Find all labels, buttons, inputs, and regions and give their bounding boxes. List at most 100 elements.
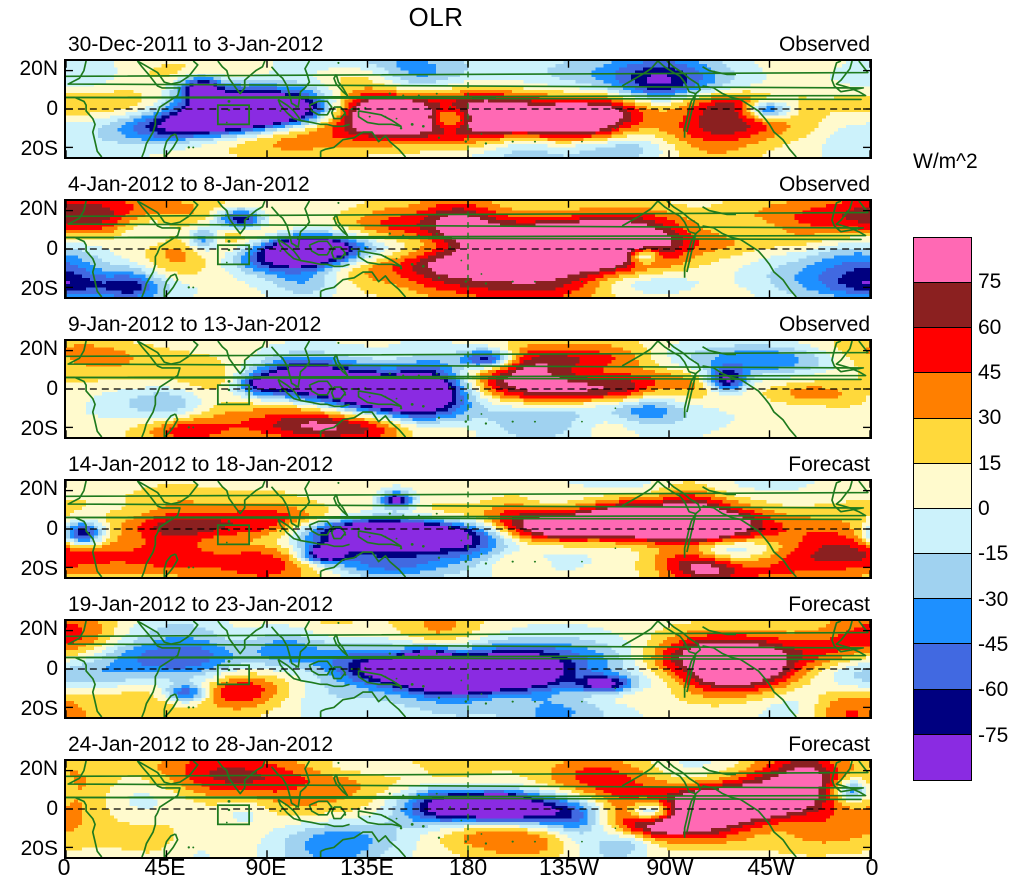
x-tick-label: 90E [246,854,287,881]
panel-kind-label: Forecast [788,733,870,757]
panel-header: 19-Jan-2012 to 23-Jan-2012 Forecast [64,593,872,619]
panel-ticks [66,201,870,297]
coastlines [66,61,869,157]
y-tick-label: 20N [19,757,58,781]
panel-ticks [66,61,870,157]
panel-plot-area [64,619,872,719]
y-tick-label: 0 [46,657,58,681]
panel-ticks [66,341,870,437]
x-tick-label: 90W [646,854,693,881]
reference-box [216,244,251,266]
olr-anomaly-field [66,341,870,437]
panel-plot-area [64,479,872,579]
reference-box [216,384,251,406]
panel-plot-area [64,339,872,439]
colorbar-band[interactable] [914,328,971,374]
panel-plot-area [64,759,872,859]
colorbar-tick-label: -45 [978,633,1008,657]
colorbar-tick-label: -30 [978,588,1008,612]
panel-plot-area [64,199,872,299]
panel-kind-label: Forecast [788,593,870,617]
colorbar-tick-label: 45 [978,361,1001,385]
y-tick-label: 20N [19,617,58,641]
colorbar-band[interactable] [914,554,971,600]
panel-date-range: 19-Jan-2012 to 23-Jan-2012 [68,593,333,617]
panel-date-range: 14-Jan-2012 to 18-Jan-2012 [68,453,333,477]
panel-kind-label: Observed [779,173,870,197]
colorbar-tick-label: 60 [978,316,1001,340]
x-tick-label: 135E [340,854,394,881]
panel-ticks [66,761,870,857]
page-title: OLR [0,2,872,33]
x-axis: 0 45E 90E 135E 180 135W 90W 45W 0 [58,848,879,881]
colorbar-band[interactable] [914,599,971,645]
coastlines [66,341,869,437]
panel-header: 24-Jan-2012 to 28-Jan-2012 Forecast [64,733,872,759]
panel-date-range: 4-Jan-2012 to 8-Jan-2012 [68,173,310,197]
y-tick-label: 0 [46,97,58,121]
y-tick-label: 20N [19,197,58,221]
y-tick-label: 20N [19,57,58,81]
coastlines [66,201,869,297]
y-tick-label: 20S [21,417,58,441]
olr-anomaly-field [66,621,870,717]
panel-date-range: 24-Jan-2012 to 28-Jan-2012 [68,733,333,757]
panel-plot-area [64,59,872,159]
olr-anomaly-field [66,761,870,857]
colorbar-band[interactable] [914,238,971,284]
panel-date-range: 30-Dec-2011 to 3-Jan-2012 [68,33,323,57]
x-tick-label: 135W [539,854,599,881]
panel-header: 14-Jan-2012 to 18-Jan-2012 Forecast [64,453,872,479]
colorbar-band[interactable] [914,689,971,735]
colorbar-band[interactable] [914,373,971,419]
x-tick-label: 0 [866,854,879,881]
colorbar-tick-label: 75 [978,270,1001,294]
coastlines [66,621,869,717]
colorbar-tick-label: 0 [978,497,990,521]
colorbar-band[interactable] [914,463,971,509]
coastlines [66,481,869,577]
y-tick-label: 20S [21,137,58,161]
colorbar-tick-label: -75 [978,724,1008,748]
x-tick-label: 45E [145,854,186,881]
olr-anomaly-field [66,61,870,157]
x-tick-label: 45W [747,854,794,881]
reference-box [216,524,251,546]
y-tick-label: 20N [19,477,58,501]
y-tick-label: 20S [21,277,58,301]
reference-box [216,664,251,686]
panel-ticks [66,621,870,717]
colorbar-tick-label: 15 [978,452,1001,476]
colorbar-tick-labels: 75 60 45 30 15 0 -15 -30 -45 -60 -75 [978,237,1021,781]
y-tick-label: 0 [46,797,58,821]
y-tick-label: 20S [21,557,58,581]
olr-anomaly-field [66,201,870,297]
y-tick-label: 0 [46,517,58,541]
panel-kind-label: Observed [779,33,870,57]
colorbar-band[interactable] [914,644,971,690]
colorbar-units-label: W/m^2 [913,150,1021,174]
panel-kind-label: Observed [779,313,870,337]
olr-anomaly-field [66,481,870,577]
y-tick-label: 20S [21,697,58,721]
x-tick-label: 0 [58,854,71,881]
y-tick-label: 20S [21,837,58,861]
y-tick-label: 0 [46,377,58,401]
panel-date-range: 9-Jan-2012 to 13-Jan-2012 [68,313,321,337]
panel-ticks [66,481,870,577]
colorbar-tick-label: 30 [978,406,1001,430]
x-tick-label: 180 [449,854,487,881]
panel-kind-label: Forecast [788,453,870,477]
colorbar-band[interactable] [914,418,971,464]
y-tick-label: 20N [19,337,58,361]
panel-header: 9-Jan-2012 to 13-Jan-2012 Observed [64,313,872,339]
colorbar-band[interactable] [914,508,971,555]
colorbar-band[interactable] [914,283,971,329]
reference-box [216,104,251,126]
panel-header: 30-Dec-2011 to 3-Jan-2012 Observed [64,33,872,59]
coastlines [66,761,869,857]
colorbar[interactable] [913,237,972,781]
colorbar-band[interactable] [914,734,971,780]
panel-header: 4-Jan-2012 to 8-Jan-2012 Observed [64,173,872,199]
